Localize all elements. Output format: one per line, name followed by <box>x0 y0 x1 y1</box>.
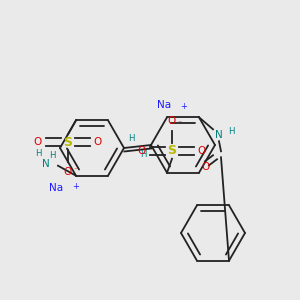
Text: H: H <box>35 149 41 158</box>
Text: N: N <box>215 130 223 140</box>
Text: +: + <box>181 102 188 111</box>
Text: S: S <box>64 136 73 149</box>
Text: H: H <box>128 134 134 143</box>
Text: H: H <box>49 151 55 160</box>
Text: ⁻: ⁻ <box>74 166 78 175</box>
Text: ⁻: ⁻ <box>178 118 182 127</box>
Text: O: O <box>201 162 209 172</box>
Text: O: O <box>198 146 206 156</box>
Text: H: H <box>140 150 147 159</box>
Text: Na: Na <box>49 183 63 193</box>
Text: Na: Na <box>157 100 171 110</box>
Text: H: H <box>228 127 234 136</box>
Text: S: S <box>167 144 176 157</box>
Text: O: O <box>138 146 146 156</box>
Text: O: O <box>94 137 102 147</box>
Text: O: O <box>34 137 42 147</box>
Text: +: + <box>73 182 80 191</box>
Text: O: O <box>64 167 72 177</box>
Text: N: N <box>42 159 50 169</box>
Text: O: O <box>168 116 176 126</box>
